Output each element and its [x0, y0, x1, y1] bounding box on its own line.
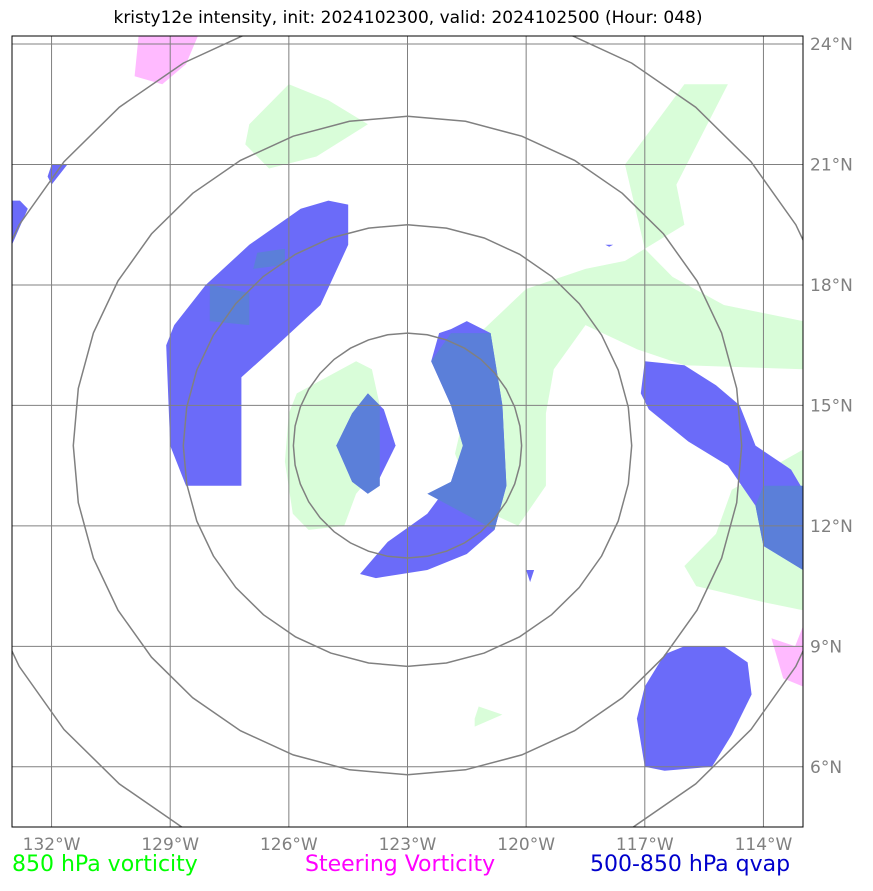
- x-tick-label-5: 117°W: [616, 835, 674, 855]
- y-tick-label-1: 9°N: [810, 637, 842, 657]
- field-region-0-0: [455, 84, 803, 526]
- y-tick-label-5: 21°N: [810, 155, 853, 175]
- field-region-0-1: [284, 361, 380, 530]
- x-tick-label-1: 129°W: [141, 835, 199, 855]
- x-tick-label-2: 126°W: [260, 835, 318, 855]
- field-region-2-8: [605, 244, 614, 247]
- y-tick-label-2: 12°N: [810, 517, 853, 537]
- x-tick-label-3: 123°W: [379, 835, 437, 855]
- field-region-2-0: [166, 200, 349, 486]
- field-region-0-4: [474, 706, 503, 727]
- field-region-2-7: [526, 570, 535, 583]
- x-tick-label-6: 114°W: [735, 835, 793, 855]
- legend-steering-vorticity: Steering Vorticity: [305, 852, 496, 877]
- field-region-1-1: [771, 626, 803, 687]
- field-region-1-0: [134, 36, 198, 85]
- plot-frame: [11, 35, 804, 828]
- y-tick-label-0: 6°N: [810, 758, 842, 778]
- y-tick-label-6: 24°N: [810, 35, 853, 55]
- legend-qvap: 500-850 hPa qvap: [590, 852, 791, 877]
- field-region-3-4: [755, 485, 803, 570]
- field-region-3-2: [427, 333, 507, 530]
- range-ring-3: [12, 36, 803, 827]
- legend-850hpa-vorticity: 850 hPa vorticity: [12, 852, 198, 877]
- field-region-3-3: [336, 393, 380, 494]
- field-region-2-4: [636, 646, 752, 771]
- x-tick-label-4: 120°W: [497, 835, 555, 855]
- y-tick-label-3: 15°N: [810, 396, 853, 416]
- field-region-3-0: [253, 248, 285, 269]
- field-region-3-1: [209, 284, 250, 326]
- field-region-2-6: [47, 164, 68, 185]
- y-tick-label-4: 18°N: [810, 276, 853, 296]
- x-tick-label-0: 132°W: [23, 835, 81, 855]
- chart-title: kristy12e intensity, init: 2024102300, v…: [113, 8, 703, 28]
- field-region-0-2: [245, 84, 368, 169]
